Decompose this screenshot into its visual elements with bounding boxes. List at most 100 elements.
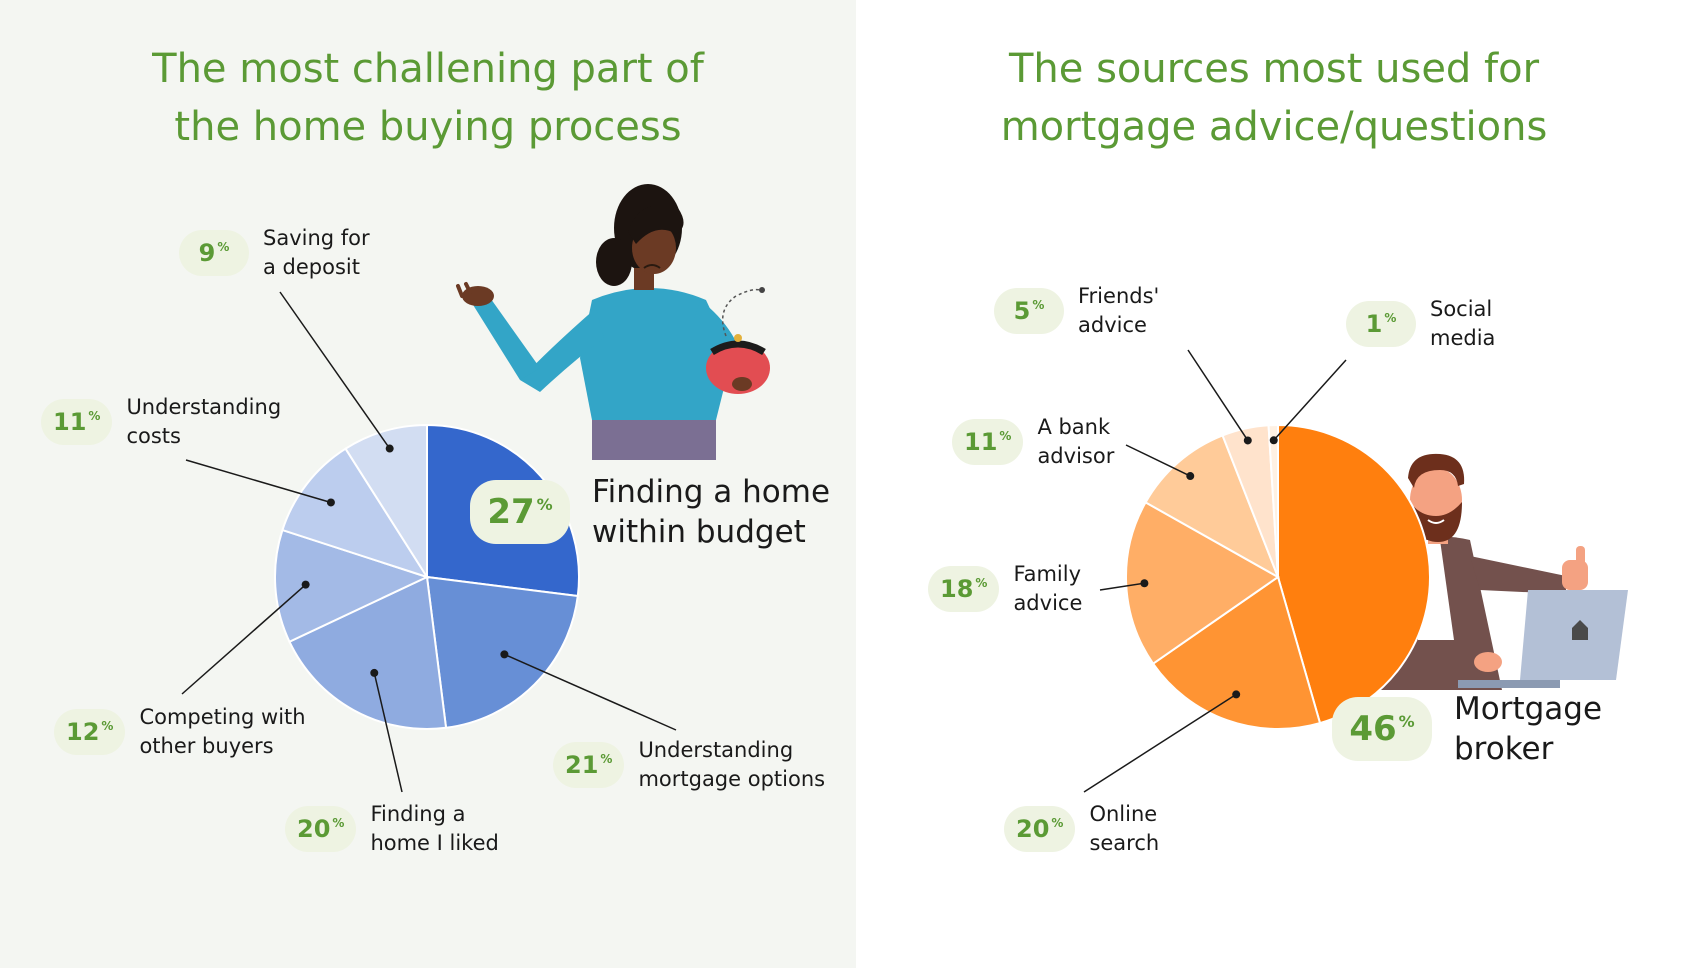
percentage-badge: 1%: [1346, 301, 1416, 347]
slice-label: Understanding mortgage options: [638, 736, 825, 794]
percentage-badge: 18%: [928, 566, 1000, 612]
right-pie-leader-dot-2: [1232, 690, 1241, 699]
slice-label: Family advice: [1013, 560, 1082, 618]
percentage-value: 46: [1349, 709, 1397, 749]
percent-sign: %: [88, 409, 101, 423]
right-pie-leader-line-5: [1187, 349, 1249, 441]
left-pie-slice-6: [344, 423, 428, 581]
slice-label-line-2: other buyers: [139, 734, 274, 758]
percentage-badge: 21%: [553, 742, 625, 788]
slice-label-line-2: advisor: [1037, 444, 1115, 468]
left-pie-label-card-5: 11% Understanding costs: [31, 385, 291, 459]
right-pie-leader-line-4: [1125, 444, 1191, 477]
right-pie-leader-dot-4: [1186, 472, 1195, 481]
percentage-badge: 20%: [1004, 806, 1076, 852]
percentage-badge: 9%: [179, 230, 249, 276]
right-pie-leader-line-6: [1273, 359, 1347, 441]
left-pie-label-card-2: 21% Understanding mortgage options: [543, 728, 829, 802]
right-pie-leader-dot-5: [1243, 436, 1252, 445]
slice-label: Understanding costs: [126, 393, 281, 451]
slice-label-line-2: advice: [1078, 313, 1147, 337]
percentage-value: 20: [1016, 815, 1050, 843]
slice-label-line-1: Understanding: [638, 738, 794, 762]
slice-label: A bank advisor: [1037, 413, 1114, 471]
right-pie-label-card-1: 46% Mortgage broker: [1322, 679, 1644, 779]
percentage-value: 27: [487, 492, 535, 532]
left-pie-label-card-1: 27% Finding a home within budget: [460, 462, 838, 562]
slice-label: Finding a home within budget: [592, 472, 830, 552]
slice-label-line-1: Social: [1430, 297, 1493, 321]
left-pie-slice-4: [274, 528, 430, 644]
left-pie-slice-3: [288, 575, 448, 730]
percentage-badge: 20%: [285, 806, 357, 852]
slice-label-line-2: media: [1430, 326, 1496, 350]
right-pie-leader-line-3: [1099, 582, 1145, 591]
slice-label-line-2: search: [1089, 831, 1160, 855]
slice-label-line-1: Understanding: [126, 395, 282, 419]
slice-label-line-1: Finding a: [370, 802, 466, 826]
percent-sign: %: [1384, 311, 1397, 325]
right-pie-slice-3: [1125, 501, 1280, 666]
left-pie-leader-dot-4: [301, 580, 310, 589]
left-pie-leader-line-5: [185, 459, 332, 504]
right-panel: The sources most used for mortgage advic…: [856, 0, 1692, 968]
slice-label: Competing with other buyers: [139, 703, 305, 761]
percentage-value: 11: [53, 408, 87, 436]
percent-sign: %: [600, 752, 613, 766]
slice-label-line-1: Online: [1089, 802, 1158, 826]
left-pie-leader-dot-6: [385, 444, 394, 453]
right-pie-label-card-6: 1% Social media: [1336, 287, 1508, 361]
percent-sign: %: [975, 576, 988, 590]
slice-label: Social media: [1430, 295, 1495, 353]
percentage-value: 20: [297, 815, 331, 843]
slice-label: Online search: [1089, 800, 1159, 858]
right-pie-slice-6: [1267, 423, 1279, 578]
slice-label-line-1: Finding a home: [592, 474, 831, 510]
left-pie-label-card-4: 12% Competing with other buyers: [44, 695, 314, 769]
percent-sign: %: [1032, 298, 1045, 312]
percent-sign: %: [332, 816, 345, 830]
percentage-value: 11: [964, 428, 998, 456]
left-title-line-1: The most challening part of: [152, 46, 704, 92]
left-pie-leader-line-3: [373, 672, 403, 793]
right-pie-slice-1: [1277, 423, 1431, 725]
right-title-line-1: The sources most used for: [1008, 46, 1540, 92]
percentage-badge: 12%: [54, 709, 126, 755]
left-pie-leader-line-4: [181, 584, 307, 695]
slice-label-line-2: advice: [1013, 591, 1083, 615]
right-pie-leader-line-2: [1083, 693, 1237, 793]
slice-label-line-1: Friends': [1078, 284, 1160, 308]
percentage-badge: 11%: [952, 419, 1024, 465]
percent-sign: %: [101, 719, 114, 733]
right-pie-label-card-3: 18% Family advice: [918, 552, 1100, 626]
slice-label-line-1: Saving for: [263, 226, 370, 250]
left-chart-title: The most challening part of the home buy…: [0, 40, 856, 156]
slice-label-line-2: costs: [126, 424, 181, 448]
left-title-line-2: the home buying process: [174, 104, 682, 150]
right-pie-leader-dot-3: [1140, 579, 1149, 588]
slice-label: Finding a home I liked: [370, 800, 498, 858]
slice-label-line-2: within budget: [592, 514, 806, 550]
right-chart-title: The sources most used for mortgage advic…: [856, 40, 1692, 156]
left-pie-slice-5: [281, 447, 430, 579]
percentage-value: 1: [1365, 310, 1383, 338]
right-title-line-2: mortgage advice/questions: [1000, 104, 1548, 150]
left-pie-label-card-6: 9% Saving for a deposit: [169, 216, 382, 290]
slice-label-line-2: home I liked: [370, 831, 499, 855]
right-pie-label-card-2: 20% Online search: [994, 792, 1176, 866]
slice-label-line-1: A bank: [1037, 415, 1111, 439]
slice-label-line-2: broker: [1454, 731, 1554, 767]
worried-woman-illustration: [456, 184, 770, 460]
right-pie-label-card-5: 5% Friends' advice: [984, 274, 1196, 348]
right-pie-leader-dot-6: [1269, 436, 1278, 445]
left-pie-leader-dot-5: [326, 498, 335, 507]
percentage-value: 18: [940, 575, 974, 603]
percentage-value: 21: [565, 751, 599, 779]
slice-label: Friends' advice: [1078, 282, 1159, 340]
left-pie-leader-line-6: [279, 291, 391, 449]
left-pie-leader-dot-3: [370, 668, 379, 677]
percentage-value: 12: [66, 718, 100, 746]
left-pie-leader-line-2: [504, 653, 677, 731]
percent-sign: %: [217, 240, 230, 254]
